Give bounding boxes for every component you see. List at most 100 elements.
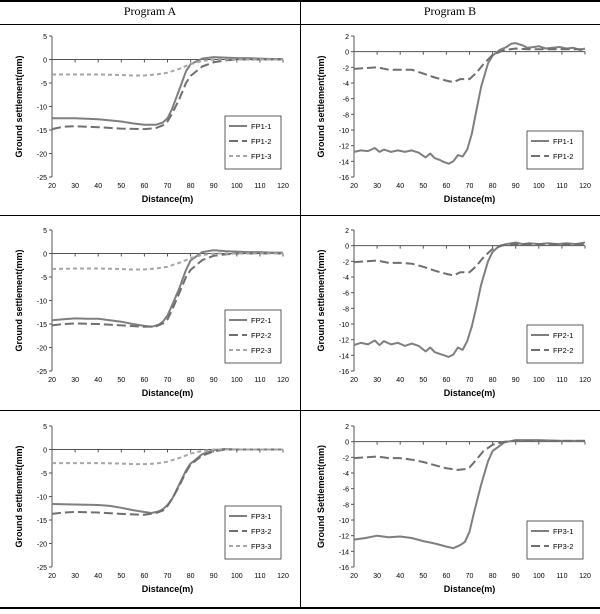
y-tick-label: -10	[339, 128, 349, 135]
legend-label: FP2-2	[553, 346, 573, 355]
y-tick-label: -6	[343, 291, 349, 298]
legend-box	[526, 130, 584, 170]
y-tick-label: -8	[343, 502, 349, 509]
x-tick-label: 20	[350, 573, 358, 580]
legend-box	[224, 505, 282, 560]
y-axis-title: Ground settlement(mm)	[316, 55, 326, 157]
x-tick-label: 90	[210, 183, 218, 190]
x-axis-title: Distance(m)	[444, 194, 496, 204]
legend-label: FP1-2	[553, 152, 573, 161]
x-tick-label: 100	[231, 183, 243, 190]
y-tick-label: -6	[343, 97, 349, 104]
y-tick-label: -2	[343, 455, 349, 462]
x-tick-label: 30	[71, 573, 79, 580]
x-tick-label: 120	[579, 183, 591, 190]
x-tick-label: 40	[94, 573, 102, 580]
y-tick-label: -15	[37, 518, 47, 525]
y-tick-label: -15	[37, 128, 47, 135]
y-tick-label: -5	[41, 81, 47, 88]
y-axis-title: Ground settlement(mm)	[316, 249, 326, 351]
x-tick-label: 80	[187, 573, 195, 580]
series-line-fp3-2	[353, 439, 585, 471]
y-tick-label: 2	[345, 424, 349, 431]
x-tick-label: 30	[373, 183, 381, 190]
x-tick-label: 90	[512, 183, 520, 190]
series-line-fp3-1	[51, 448, 283, 514]
y-tick-label: -20	[37, 346, 47, 353]
x-tick-label: 40	[396, 183, 404, 190]
x-tick-label: 80	[489, 183, 497, 190]
x-tick-label: 120	[579, 377, 591, 384]
x-tick-label: 120	[579, 573, 591, 580]
y-tick-label: 2	[345, 228, 349, 235]
y-tick-label: -10	[37, 495, 47, 502]
x-tick-label: 60	[141, 377, 149, 384]
x-tick-label: 110	[254, 183, 265, 190]
x-tick-label: 80	[489, 377, 497, 384]
x-tick-label: 30	[373, 573, 381, 580]
y-tick-label: -25	[37, 565, 47, 572]
y-tick-label: -8	[343, 112, 349, 119]
x-tick-label: 60	[141, 183, 149, 190]
y-tick-label: -10	[37, 299, 47, 306]
y-tick-label: 5	[43, 34, 47, 41]
x-tick-label: 120	[277, 183, 289, 190]
y-tick-label: -16	[339, 175, 349, 182]
legend-label: FP1-1	[553, 137, 573, 146]
x-tick-label: 60	[141, 573, 149, 580]
series-line-fp2-1	[51, 249, 283, 328]
y-tick-label: -15	[37, 322, 47, 329]
x-tick-label: 70	[164, 377, 172, 384]
y-tick-label: 0	[345, 440, 349, 447]
y-tick-label: -4	[343, 275, 349, 282]
y-tick-label: -2	[343, 65, 349, 72]
x-axis-title: Distance(m)	[444, 388, 496, 398]
y-tick-label: -12	[339, 534, 349, 541]
y-tick-label: 5	[43, 424, 47, 431]
x-tick-label: 120	[277, 573, 289, 580]
y-tick-label: -10	[37, 105, 47, 112]
x-tick-label: 50	[117, 183, 125, 190]
y-tick-label: -4	[343, 471, 349, 478]
x-tick-label: 100	[533, 183, 545, 190]
x-tick-label: 20	[48, 183, 56, 190]
x-tick-label: 60	[443, 573, 451, 580]
y-tick-label: 0	[43, 58, 47, 65]
x-tick-label: 110	[556, 377, 567, 384]
x-tick-label: 110	[254, 377, 265, 384]
series-line-fp2-2	[353, 243, 585, 277]
y-tick-label: 5	[43, 228, 47, 235]
y-tick-label: 0	[345, 50, 349, 57]
column-header-program-a: Program A	[123, 4, 177, 18]
legend-label: FP2-3	[251, 346, 271, 355]
x-tick-label: 70	[164, 573, 172, 580]
x-tick-label: 90	[512, 573, 520, 580]
x-axis-title: Distance(m)	[142, 584, 194, 594]
x-tick-label: 120	[277, 377, 289, 384]
x-tick-label: 40	[396, 377, 404, 384]
legend-label: FP1-2	[251, 137, 271, 146]
x-tick-label: 50	[117, 573, 125, 580]
x-tick-label: 100	[533, 573, 545, 580]
x-tick-label: 30	[71, 377, 79, 384]
x-tick-label: 30	[373, 377, 381, 384]
y-tick-label: -14	[339, 159, 349, 166]
x-tick-label: 60	[443, 377, 451, 384]
y-tick-label: -14	[339, 549, 349, 556]
x-tick-label: 90	[512, 377, 520, 384]
x-tick-label: 100	[231, 377, 243, 384]
x-tick-label: 70	[466, 573, 474, 580]
x-tick-label: 20	[48, 573, 56, 580]
legend-label: FP3-1	[251, 512, 271, 521]
x-tick-label: 50	[419, 183, 427, 190]
legend-label: FP3-2	[553, 542, 573, 551]
x-tick-label: 80	[187, 377, 195, 384]
y-tick-label: -12	[339, 338, 349, 345]
x-tick-label: 70	[466, 377, 474, 384]
legend-box	[526, 324, 584, 364]
x-tick-label: 80	[489, 573, 497, 580]
series-line-fp1-2	[353, 47, 585, 84]
x-tick-label: 50	[419, 377, 427, 384]
